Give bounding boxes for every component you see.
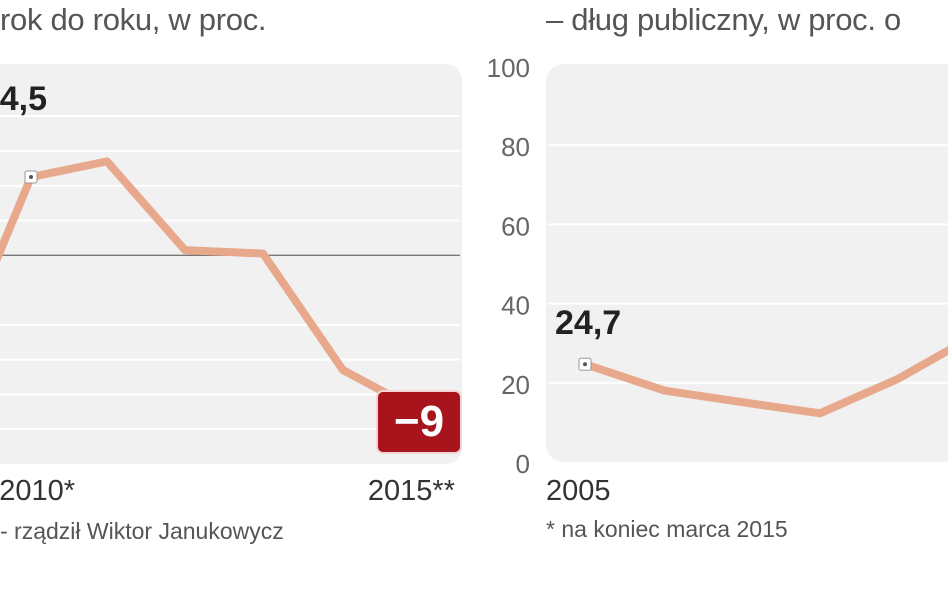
- left-x-tick-2010: 2010*: [0, 475, 75, 507]
- right-point-2005-dot: [583, 362, 587, 367]
- left-x-tick-2015: 2015**: [368, 475, 455, 507]
- right-y-tick: 0: [516, 449, 530, 479]
- left-plot-background: [0, 64, 462, 464]
- right-plot-background: [546, 64, 948, 462]
- left-label-2010: 4,5: [0, 80, 47, 118]
- left-chart-title: rok do roku, w proc.: [0, 2, 267, 37]
- right-line-chart: 0 20 40 60 80 100 24,7 2005: [487, 53, 948, 507]
- right-y-tick: 20: [501, 370, 530, 400]
- right-chart-title: – dług publiczny, w proc. o: [546, 2, 901, 37]
- right-y-tick: 40: [501, 291, 530, 321]
- left-badge-text: −9: [394, 397, 444, 446]
- right-y-tick: 80: [501, 132, 530, 162]
- right-y-tick: 60: [501, 211, 530, 241]
- left-point-2010-dot: [29, 175, 33, 180]
- right-y-tick: 100: [487, 53, 530, 83]
- right-chart-footnote: * na koniec marca 2015: [546, 516, 788, 542]
- right-label-2005: 24,7: [555, 304, 621, 342]
- right-series-line: [581, 345, 948, 418]
- right-x-tick-2005: 2005: [546, 475, 611, 507]
- left-line-chart: 4,5 −9 2010* 2015**: [0, 64, 462, 507]
- left-badge-value: [376, 390, 462, 454]
- left-chart-footnote: - rządził Wiktor Janukowycz: [0, 518, 284, 544]
